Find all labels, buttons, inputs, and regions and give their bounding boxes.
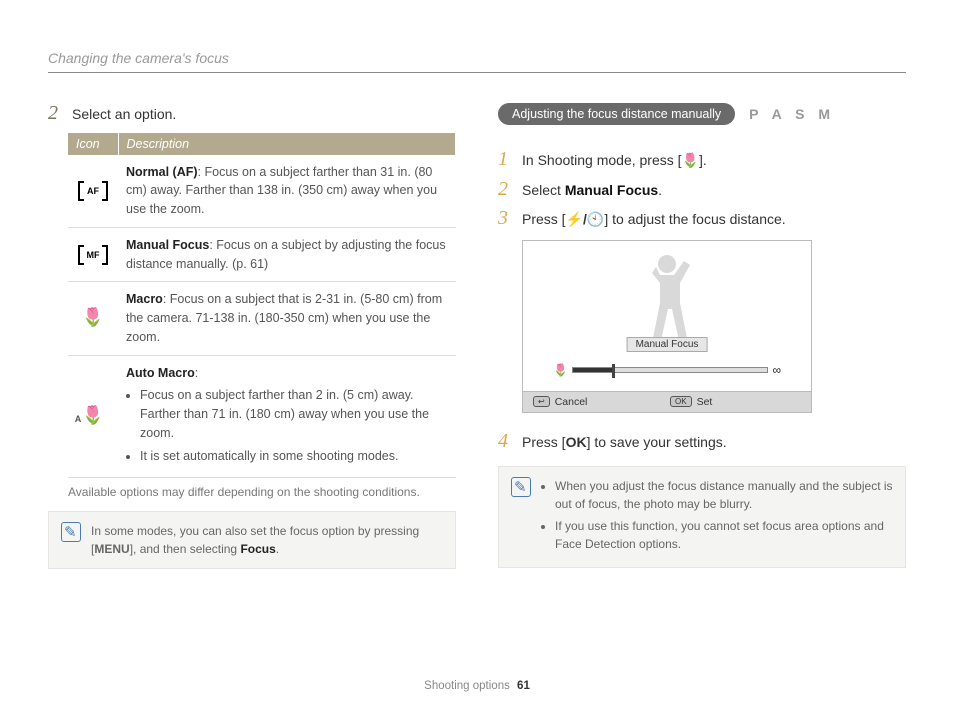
info-box: When you adjust the focus distance manua… xyxy=(498,466,906,568)
cancel-label: Cancel xyxy=(555,396,588,408)
focus-options-table: Icon Description AF Normal (AF): Focus o… xyxy=(68,133,456,479)
lcd-screen: Manual Focus 🌷 ∞ xyxy=(523,241,811,391)
scale-bar xyxy=(572,367,768,373)
mode-indicator: P A S M xyxy=(749,106,835,122)
back-key-icon: ↩ xyxy=(533,396,550,407)
scale-near-icon: 🌷 xyxy=(553,363,568,377)
table-row: MF Manual Focus: Focus on a subject by a… xyxy=(68,227,456,282)
step-text: In Shooting mode, press [🌷]. xyxy=(522,149,707,171)
manual-focus-label: Manual Focus xyxy=(627,337,708,352)
ok-key-icon: OK xyxy=(670,396,692,407)
page-header: Changing the camera's focus xyxy=(48,50,906,73)
section-heading: Adjusting the focus distance manually P … xyxy=(498,103,906,125)
row-desc: Auto Macro: Focus on a subject farther t… xyxy=(118,355,456,478)
step-2r: 2 Select Manual Focus. xyxy=(498,179,906,201)
step-number: 4 xyxy=(498,431,512,453)
table-row: AF Normal (AF): Focus on a subject farth… xyxy=(68,155,456,228)
step-4: 4 Press [OK] to save your settings. xyxy=(498,431,906,453)
th-icon: Icon xyxy=(68,133,118,155)
list-item: Focus on a subject farther than 2 in. (5… xyxy=(140,386,448,442)
step-number: 1 xyxy=(498,149,512,171)
step-text: Press [⚡/🕙] to adjust the focus distance… xyxy=(522,208,786,230)
table-row: 🌷 Macro: Focus on a subject that is 2-31… xyxy=(68,282,456,355)
footer-section: Shooting options xyxy=(424,680,510,692)
row-desc: Normal (AF): Focus on a subject farther … xyxy=(118,155,456,228)
list-item: It is set automatically in some shooting… xyxy=(140,447,448,466)
step-number: 3 xyxy=(498,208,512,230)
table-row: 🌷A Auto Macro: Focus on a subject farthe… xyxy=(68,355,456,478)
af-icon: AF xyxy=(82,183,104,199)
set-label: Set xyxy=(697,396,713,408)
step-number: 2 xyxy=(498,179,512,201)
note-icon xyxy=(511,477,531,497)
step-3: 3 Press [⚡/🕙] to adjust the focus distan… xyxy=(498,208,906,230)
step-1: 1 In Shooting mode, press [🌷]. xyxy=(498,149,906,171)
list-item: If you use this function, you cannot set… xyxy=(555,517,893,553)
content-columns: 2 Select an option. Icon Description AF … xyxy=(48,103,906,569)
note-icon xyxy=(61,522,81,542)
row-desc: Macro: Focus on a subject that is 2-31 i… xyxy=(118,282,456,355)
lcd-button-bar: ↩ Cancel OK Set xyxy=(523,391,811,412)
scale-infinity-icon: ∞ xyxy=(772,363,781,377)
step-text: Select Manual Focus. xyxy=(522,179,662,201)
macro-key-icon: 🌷 xyxy=(682,152,699,168)
info-list: When you adjust the focus distance manua… xyxy=(541,477,893,557)
info-text: In some modes, you can also set the focu… xyxy=(91,522,443,558)
step-number: 2 xyxy=(48,103,62,125)
macro-icon: 🌷 xyxy=(82,308,104,326)
page-number: 61 xyxy=(517,680,530,692)
list-item: When you adjust the focus distance manua… xyxy=(555,477,893,513)
focus-scale: 🌷 ∞ xyxy=(553,363,781,377)
mf-icon: MF xyxy=(82,247,104,263)
step-2: 2 Select an option. xyxy=(48,103,456,125)
flash-timer-icon: ⚡/🕙 xyxy=(566,211,605,227)
lcd-preview: Manual Focus 🌷 ∞ ↩ Cancel OK Set xyxy=(522,240,812,413)
info-box: In some modes, you can also set the focu… xyxy=(48,511,456,569)
left-column: 2 Select an option. Icon Description AF … xyxy=(48,103,456,569)
row-desc: Manual Focus: Focus on a subject by adju… xyxy=(118,227,456,282)
person-silhouette-icon xyxy=(632,249,702,379)
page-footer: Shooting options 61 xyxy=(0,680,954,692)
section-pill: Adjusting the focus distance manually xyxy=(498,103,735,125)
auto-macro-icon: 🌷A xyxy=(82,406,104,424)
footnote: Available options may differ depending o… xyxy=(68,484,456,501)
step-text: Press [OK] to save your settings. xyxy=(522,431,727,453)
right-column: Adjusting the focus distance manually P … xyxy=(498,103,906,569)
th-desc: Description xyxy=(118,133,456,155)
step-text: Select an option. xyxy=(72,103,176,125)
